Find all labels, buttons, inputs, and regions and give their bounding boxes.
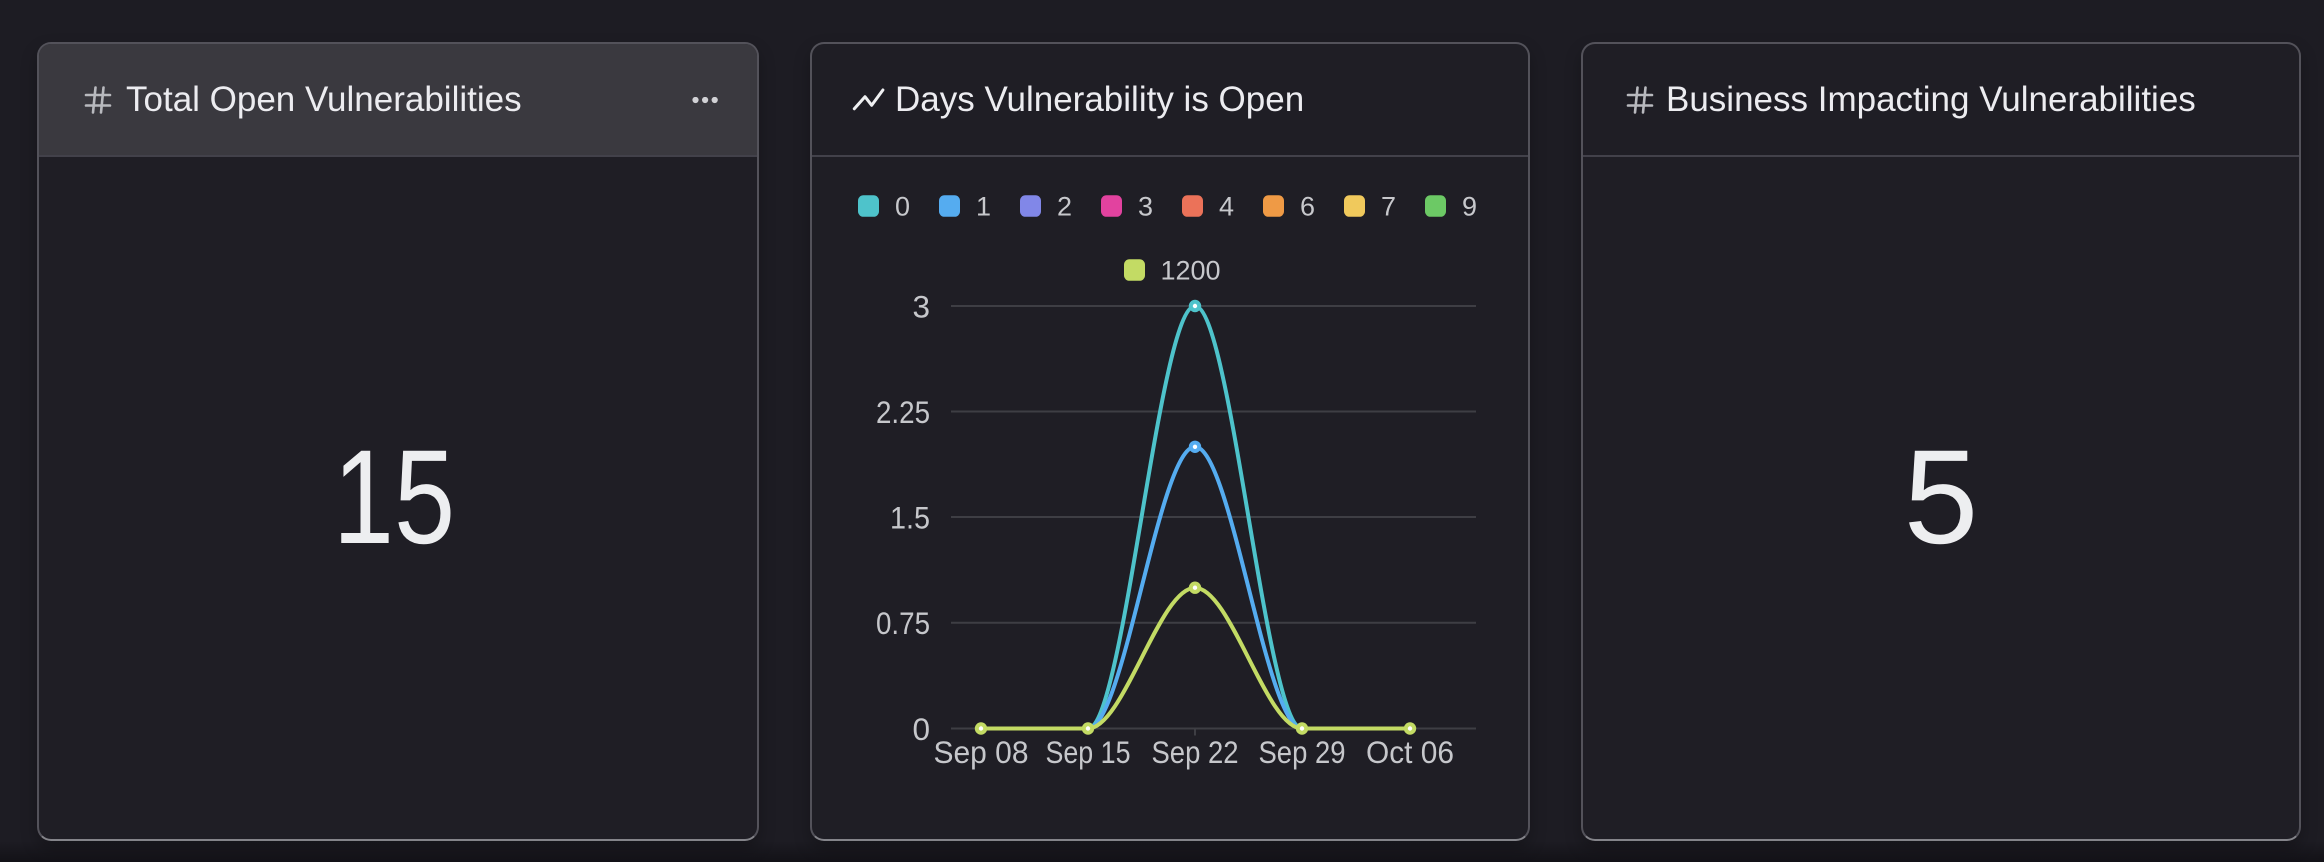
svg-text:0: 0	[895, 192, 910, 222]
svg-text:2.25: 2.25	[876, 394, 930, 430]
svg-text:1: 1	[976, 192, 991, 222]
svg-text:7: 7	[1381, 192, 1396, 222]
svg-text:9: 9	[1462, 192, 1477, 222]
svg-text:Sep 22: Sep 22	[1152, 734, 1239, 770]
svg-text:Sep 29: Sep 29	[1259, 734, 1346, 770]
svg-text:6: 6	[1300, 192, 1315, 222]
svg-text:1200: 1200	[1161, 256, 1221, 286]
svg-text:1.5: 1.5	[890, 499, 930, 535]
svg-text:Sep 15: Sep 15	[1046, 734, 1131, 770]
svg-text:Oct 06: Oct 06	[1366, 734, 1454, 770]
svg-text:4: 4	[1219, 192, 1234, 222]
svg-text:2: 2	[1057, 192, 1072, 222]
svg-text:3: 3	[1138, 192, 1153, 222]
svg-text:Sep 08: Sep 08	[934, 734, 1029, 770]
svg-text:0.75: 0.75	[876, 605, 930, 641]
svg-text:0: 0	[912, 711, 930, 747]
svg-text:3: 3	[912, 288, 930, 324]
